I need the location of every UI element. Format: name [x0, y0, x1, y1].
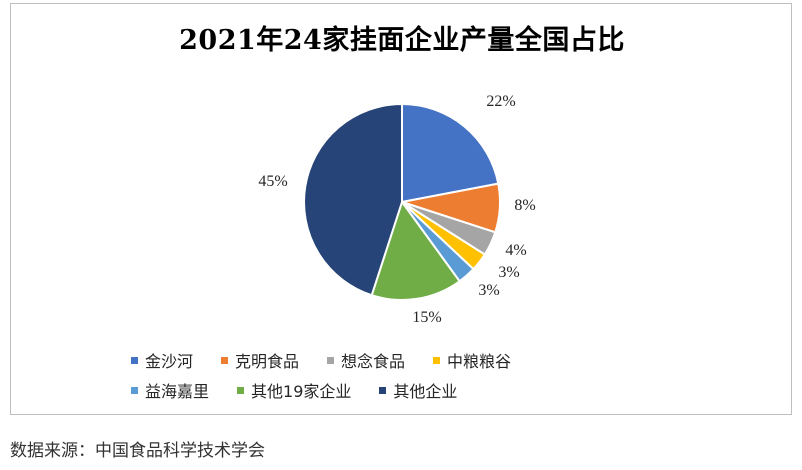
- legend-label: 中粮粮谷: [447, 352, 512, 371]
- slice-percent-label: 3%: [478, 282, 499, 299]
- legend-label: 其他19家企业: [251, 382, 352, 401]
- pie-slice: [401, 102, 500, 204]
- legend-swatch: [433, 356, 441, 364]
- chart-frame: 2021年24家挂面企业产量全国占比 22% 8% 4% 3% 3% 15% 45% 金沙河…: [10, 3, 792, 415]
- source-note: 数据来源：中国食品科学技术学会: [10, 441, 265, 461]
- legend-row: 益海嘉里 其他19家企业 其他企业: [131, 375, 691, 405]
- legend-label: 想念食品: [341, 352, 406, 371]
- pie-slice: [370, 199, 461, 301]
- legend: 金沙河 克明食品 想念食品 中粮粮谷 益海嘉里 其他19家企业 其他企业: [131, 345, 691, 405]
- legend-swatch: [131, 356, 138, 364]
- pie-chart: 22% 8% 4% 3%3% 15% 45%: [258, 93, 535, 326]
- slice-percent-label: 45%: [258, 173, 287, 190]
- legend-label: 金沙河: [145, 352, 194, 371]
- legend-label: 其他企业: [393, 382, 458, 401]
- legend-item: 克明食品: [221, 348, 299, 372]
- slice-percent-label: 3%: [498, 264, 519, 281]
- slice-percent-label: 15%: [412, 309, 441, 326]
- chart-title: 2021年24家挂面企业产量全国占比: [179, 25, 625, 56]
- legend-item: 金沙河: [131, 348, 193, 372]
- legend-swatch: [379, 386, 387, 394]
- slice-percent-label: 8%: [514, 197, 535, 214]
- legend-item: 其他19家企业: [237, 378, 351, 402]
- slice-percent-label: 4%: [505, 242, 526, 259]
- legend-label: 益海嘉里: [145, 382, 210, 401]
- legend-swatch: [221, 356, 229, 364]
- legend-swatch: [131, 386, 138, 394]
- legend-swatch: [327, 356, 335, 364]
- slice-percent-label: 22%: [486, 93, 515, 110]
- legend-label: 克明食品: [235, 352, 300, 371]
- legend-item: 其他企业: [379, 378, 457, 402]
- legend-swatch: [237, 386, 245, 394]
- legend-row: 金沙河 克明食品 想念食品 中粮粮谷: [131, 345, 691, 375]
- legend-item: 中粮粮谷: [433, 348, 511, 372]
- legend-item: 想念食品: [327, 348, 405, 372]
- pie-slice: [303, 102, 403, 297]
- legend-item: 益海嘉里: [131, 378, 209, 402]
